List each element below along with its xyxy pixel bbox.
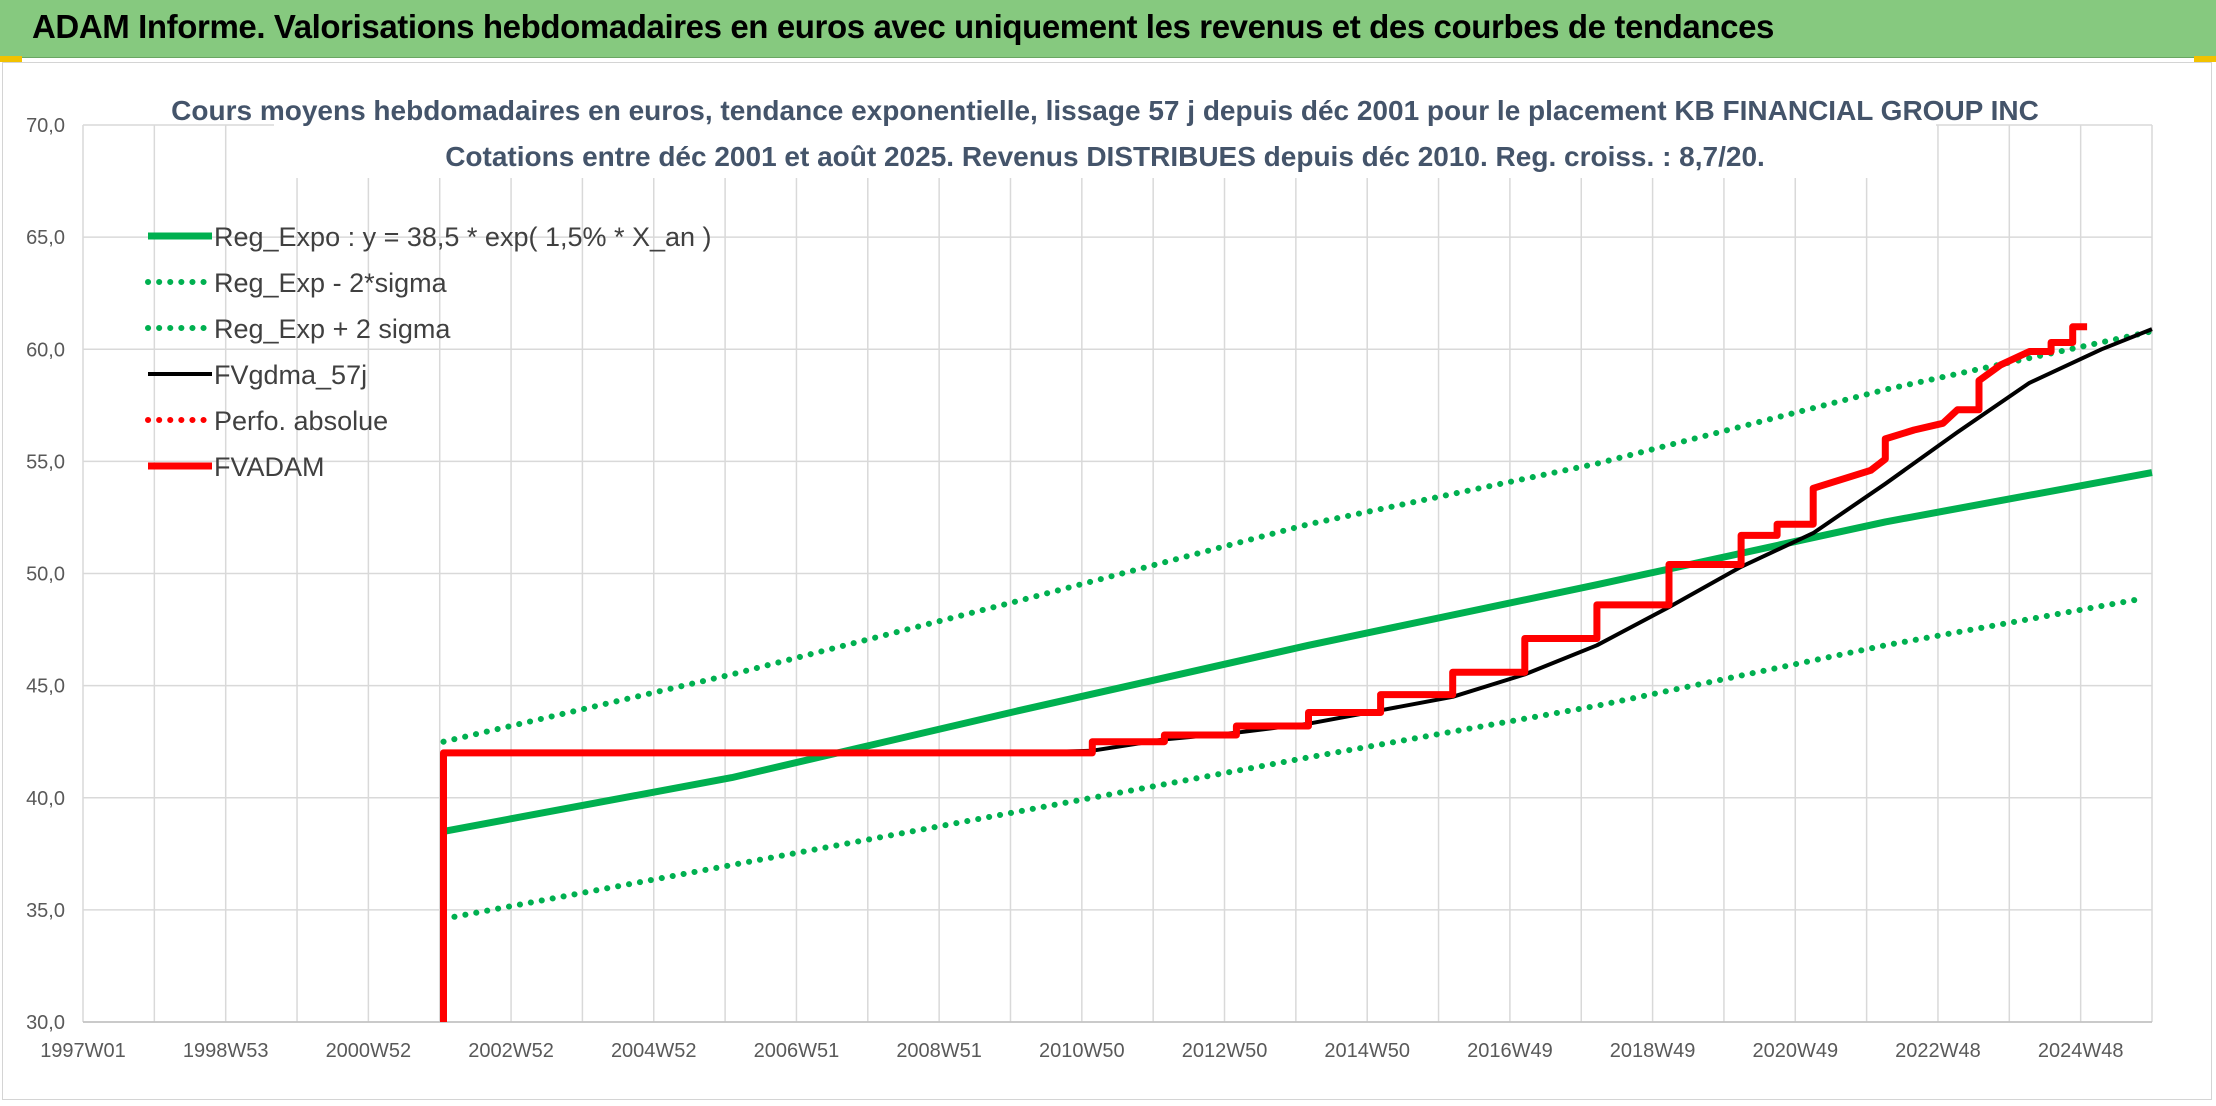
- chart-frame: [2, 62, 2212, 1100]
- y-tick-label: 70,0: [26, 115, 65, 137]
- x-tick-label: 2010W50: [1039, 1040, 1125, 1062]
- x-tick-label: 2018W49: [1610, 1040, 1696, 1062]
- report-banner: ADAM Informe. Valorisations hebdomadaire…: [0, 0, 2216, 58]
- x-tick-label: 2002W52: [468, 1040, 554, 1062]
- banner-corner-left: [0, 56, 22, 62]
- y-tick-label: 50,0: [26, 564, 65, 586]
- chart-subtitle: Cotations entre déc 2001 et août 2025. R…: [445, 141, 1765, 172]
- legend-label: Reg_Exp + 2 sigma: [214, 314, 451, 344]
- x-tick-label: 2022W48: [1895, 1040, 1981, 1062]
- y-tick-label: 35,0: [26, 900, 65, 922]
- y-tick-label: 60,0: [26, 339, 65, 361]
- x-tick-label: 2004W52: [611, 1040, 697, 1062]
- x-tick-label: 2000W52: [326, 1040, 412, 1062]
- report-title: ADAM Informe. Valorisations hebdomadaire…: [32, 8, 1774, 45]
- series-line-2: [440, 328, 2155, 745]
- y-tick-label: 65,0: [26, 227, 65, 249]
- series-line-5: [440, 323, 2088, 1022]
- x-tick-label: 2020W49: [1752, 1040, 1838, 1062]
- legend-label: Reg_Exp - 2*sigma: [214, 268, 448, 298]
- chart-title-backing: [274, 88, 1936, 178]
- banner-corner-right: [2194, 56, 2216, 62]
- legend-label: FVADAM: [214, 452, 325, 482]
- x-tick-label: 2006W51: [754, 1040, 840, 1062]
- x-tick-label: 2014W50: [1324, 1040, 1410, 1062]
- x-tick-label: 2012W50: [1182, 1040, 1268, 1062]
- chart-title: Cours moyens hebdomadaires en euros, ten…: [171, 95, 2039, 126]
- x-tick-label: 2008W51: [896, 1040, 982, 1062]
- y-tick-label: 55,0: [26, 451, 65, 473]
- y-tick-label: 30,0: [26, 1012, 65, 1034]
- y-tick-label: 40,0: [26, 788, 65, 810]
- x-tick-label: 2016W49: [1467, 1040, 1553, 1062]
- x-tick-label: 1997W01: [40, 1040, 126, 1062]
- legend-label: Reg_Expo : y = 38,5 * exp( 1,5% * X_an ): [214, 222, 712, 252]
- x-tick-label: 2024W48: [2038, 1040, 2124, 1062]
- series-line-1: [440, 595, 2148, 922]
- y-tick-label: 45,0: [26, 676, 65, 698]
- series-line-0: [442, 469, 2153, 835]
- x-tick-label: 1998W53: [183, 1040, 269, 1062]
- legend-label: Perfo. absolue: [214, 406, 388, 436]
- legend-label: FVgdma_57j: [214, 360, 367, 390]
